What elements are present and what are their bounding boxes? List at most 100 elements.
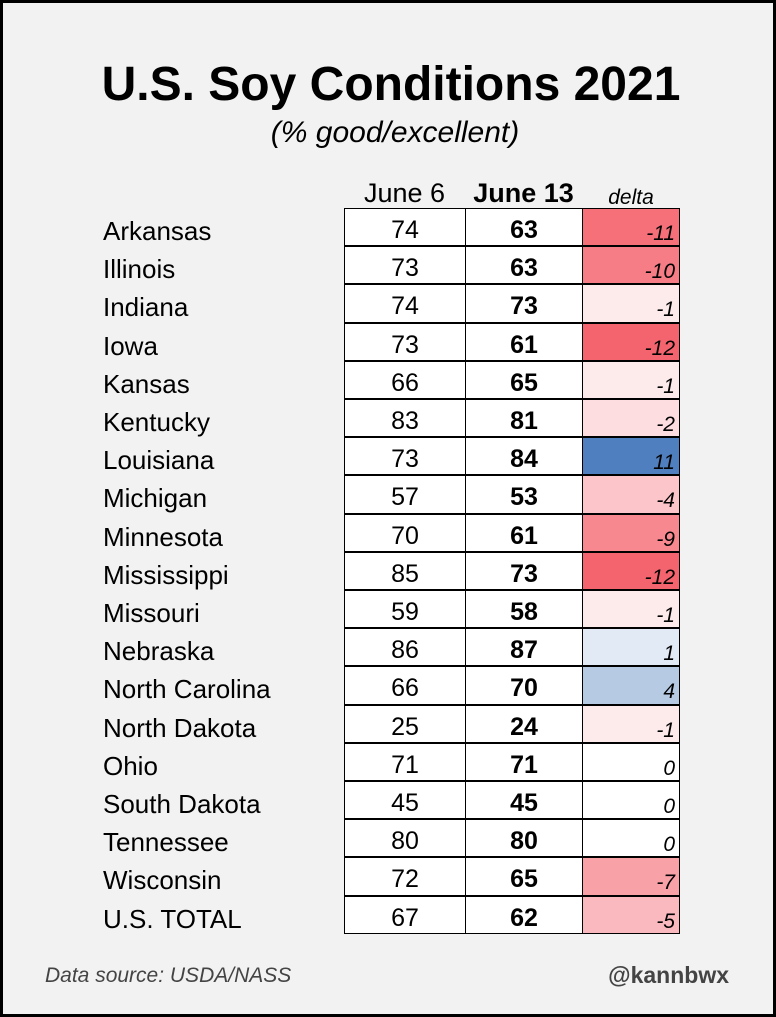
delta-value: 4 [582,666,680,705]
table-row: Illinois 73 63 -10 [3,246,776,285]
june-13-value: 53 [465,475,583,514]
june-6-value: 73 [344,322,466,361]
state-label: Nebraska [103,636,215,667]
delta-value: -1 [582,704,680,743]
june-13-value: 81 [465,399,583,438]
state-label: Minnesota [103,521,223,552]
delta-value: 11 [582,437,680,476]
june-13-value: 61 [465,322,583,361]
state-label: Michigan [103,483,208,514]
june-6-value: 67 [344,895,466,934]
june-13-value: 73 [465,551,583,590]
delta-value: -7 [582,857,680,896]
table-row: Arkansas 74 63 -11 [3,208,776,247]
june-6-value: 80 [344,819,466,858]
table-row: North Carolina 66 70 4 [3,666,776,705]
delta-value: -11 [582,208,680,247]
june-6-value: 86 [344,628,466,667]
state-label: North Dakota [103,712,257,743]
state-label: Louisiana [103,445,215,476]
table-row: Missouri 59 58 -1 [3,590,776,629]
table-row: Kentucky 83 81 -2 [3,399,776,438]
delta-value: -9 [582,513,680,552]
june-6-value: 85 [344,551,466,590]
june-6-value: 73 [344,246,466,285]
table-row: Kansas 66 65 -1 [3,360,776,400]
state-label: Mississippi [103,559,229,590]
table-row: Wisconsin 72 65 -7 [3,857,776,896]
column-header-june-13: June 13 [473,178,574,208]
june-13-value: 45 [465,781,583,820]
june-6-value: 66 [344,666,466,705]
state-label: Ohio [103,750,158,781]
table-row: Louisiana 73 84 11 [3,437,776,476]
table-row: South Dakota 45 45 0 [3,781,776,820]
june-6-value: 73 [344,437,466,476]
state-label: Missouri [103,598,200,628]
june-13-value: 70 [465,666,583,705]
june-6-value: 57 [344,475,466,514]
delta-value: -12 [582,551,680,590]
june-13-value: 87 [465,628,583,667]
state-label: Kansas [103,368,190,399]
state-label: Indiana [103,292,189,323]
table-row: Nebraska 86 87 1 [3,628,776,667]
delta-value: -12 [582,322,680,361]
june-13-value: 65 [465,360,583,399]
table-row: Ohio 71 71 0 [3,742,776,782]
june-13-value: 71 [465,742,583,781]
june-6-value: 70 [344,513,466,552]
delta-value: -1 [582,284,680,323]
table-row: Mississippi 85 73 -12 [3,551,776,591]
delta-value: -5 [582,895,680,934]
june-13-value: 58 [465,590,583,629]
column-header-delta: delta [608,186,654,209]
table-row: Minnesota 70 61 -9 [3,513,776,553]
delta-value: 1 [582,628,680,667]
june-6-value: 45 [344,781,466,820]
table-row: Tennessee 80 80 0 [3,819,776,858]
june-13-value: 65 [465,857,583,896]
table-row: U.S. TOTAL 67 62 -5 [3,895,776,935]
june-6-value: 74 [344,208,466,247]
june-13-value: 84 [465,437,583,476]
june-6-value: 59 [344,590,466,629]
june-6-value: 71 [344,742,466,781]
delta-value: -1 [582,590,680,629]
delta-value: -4 [582,475,680,514]
column-header-june-6: June 6 [363,178,446,208]
state-label: North Carolina [103,674,271,705]
june-6-value: 25 [344,704,466,743]
table-row: Indiana 74 73 -1 [3,284,776,323]
table-row: North Dakota 25 24 -1 [3,704,776,744]
data-source-note: Data source: USDA/NASS [45,964,292,987]
june-13-value: 61 [465,513,583,552]
state-label: Arkansas [103,216,212,246]
june-13-value: 63 [465,208,583,247]
state-label: Illinois [103,254,176,285]
june-13-value: 63 [465,246,583,285]
delta-value: 0 [582,781,680,820]
delta-value: -10 [582,246,680,285]
state-label: Tennessee [103,827,229,858]
state-label: Iowa [103,330,158,361]
chart-title: U.S. Soy Conditions 2021 [101,58,681,111]
chart-subtitle: (% good/excellent) [270,116,520,149]
june-13-value: 73 [465,284,583,323]
table-row: Iowa 73 61 -12 [3,322,776,362]
june-6-value: 74 [344,284,466,323]
table-row: Michigan 57 53 -4 [3,475,776,514]
june-13-value: 80 [465,819,583,858]
june-13-value: 24 [465,704,583,743]
june-6-value: 72 [344,857,466,896]
author-handle: @kannbwx [608,962,729,988]
state-label: U.S. TOTAL [103,903,242,934]
delta-value: -1 [582,360,680,399]
state-label: South Dakota [103,789,261,819]
june-6-value: 83 [344,399,466,438]
state-label: Kentucky [103,407,210,437]
state-label: Wisconsin [103,865,222,896]
june-6-value: 66 [344,360,466,399]
june-13-value: 62 [465,895,583,934]
